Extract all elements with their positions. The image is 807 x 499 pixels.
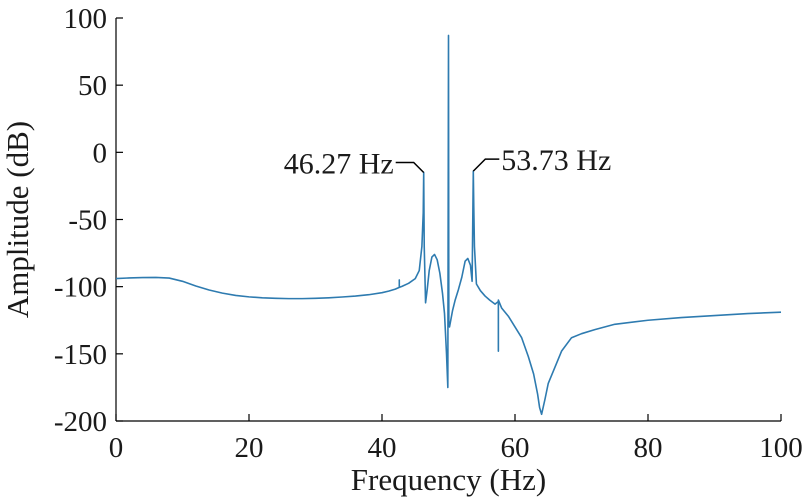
x-tick-label: 80: [634, 432, 663, 464]
ticks: 0 20 40 60 80 100 100 50 0 -50 -100 -150 -200: [54, 3, 803, 464]
x-axis-title: Frequency (Hz): [351, 462, 546, 497]
x-tick-label: 100: [759, 432, 803, 464]
y-axis-title: Amplitude (dB): [0, 121, 35, 318]
annotation-leader: [472, 158, 500, 172]
annotation-label: 53.73 Hz: [501, 144, 611, 177]
x-tick-label: 20: [235, 432, 264, 464]
y-tick-label: -150: [54, 339, 107, 371]
annotation-label: 46.27 Hz: [284, 147, 394, 180]
x-tick-label: 40: [368, 432, 397, 464]
y-tick-label: -50: [68, 205, 107, 237]
annotations: 46.27 Hz 53.73 Hz: [284, 144, 612, 180]
series-line: [115, 34, 782, 416]
y-tick-label: -200: [54, 406, 107, 438]
annotation-leader: [395, 161, 425, 174]
y-tick-label: 50: [78, 70, 107, 102]
y-tick-label: -100: [54, 272, 107, 304]
y-tick-label: 100: [64, 3, 108, 35]
y-tick-label: 0: [93, 137, 108, 169]
x-tick-label: 0: [109, 432, 124, 464]
x-tick-label: 60: [501, 432, 530, 464]
